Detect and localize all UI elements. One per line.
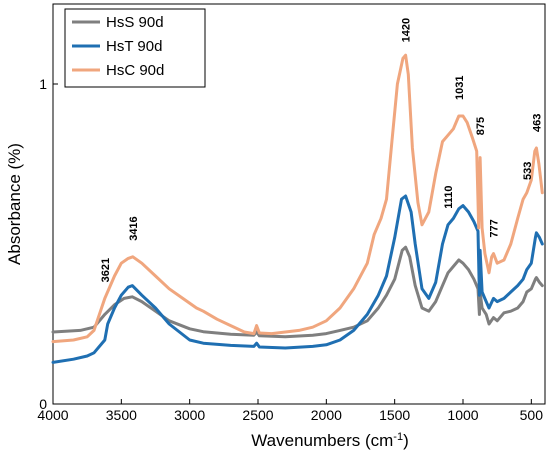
y-tick-label-1: 1 <box>39 76 47 92</box>
series-line-hst-90d <box>51 194 544 364</box>
peak-label-463: 463 <box>531 114 543 132</box>
y-axis-title: Absorbance (%) <box>5 143 24 265</box>
legend-label-hss-90d: HsS 90d <box>106 14 164 31</box>
x-tick-label-4000: 4000 <box>37 407 68 423</box>
peak-label-1420: 1420 <box>401 18 413 42</box>
legend: HsS 90d HsT 90d HsC 90d <box>64 8 206 88</box>
series-line-hsc-90d <box>51 53 544 344</box>
peak-label-1031: 1031 <box>454 76 466 100</box>
x-tick-label-2500: 2500 <box>242 407 273 423</box>
peak-label-1110: 1110 <box>443 186 455 209</box>
legend-label-hst-90d: HsT 90d <box>106 38 162 55</box>
tick-labels: 4000 3500 3000 2500 2000 1500 1000 500 0 1 <box>37 76 543 423</box>
x-tick-label-2000: 2000 <box>311 407 342 423</box>
peak-label-3416: 3416 <box>128 216 140 240</box>
plot-frame <box>52 3 546 405</box>
y-tick-label-0: 0 <box>39 396 47 412</box>
peak-label-533: 533 <box>522 162 534 180</box>
x-tick-label-500: 500 <box>520 407 544 423</box>
legend-entries: HsS 90d HsT 90d HsC 90d <box>72 14 164 79</box>
x-axis-title: Wavenumbers (cm-1) <box>251 431 408 450</box>
x-tick-label-3000: 3000 <box>174 407 205 423</box>
x-tick-marks <box>52 83 532 405</box>
x-tick-label-3500: 3500 <box>106 407 137 423</box>
series-line-hss-90d <box>51 245 544 339</box>
peak-annotations: 3621 3416 1420 1110 1031 875 777 533 463 <box>100 18 544 282</box>
peak-label-3621: 3621 <box>100 258 112 282</box>
x-tick-label-1000: 1000 <box>447 407 478 423</box>
peak-label-777: 777 <box>489 219 501 237</box>
peak-label-875: 875 <box>475 117 487 135</box>
legend-label-hsc-90d: HsC 90d <box>106 62 164 79</box>
series-layer <box>51 53 544 364</box>
x-tick-label-1500: 1500 <box>379 407 410 423</box>
